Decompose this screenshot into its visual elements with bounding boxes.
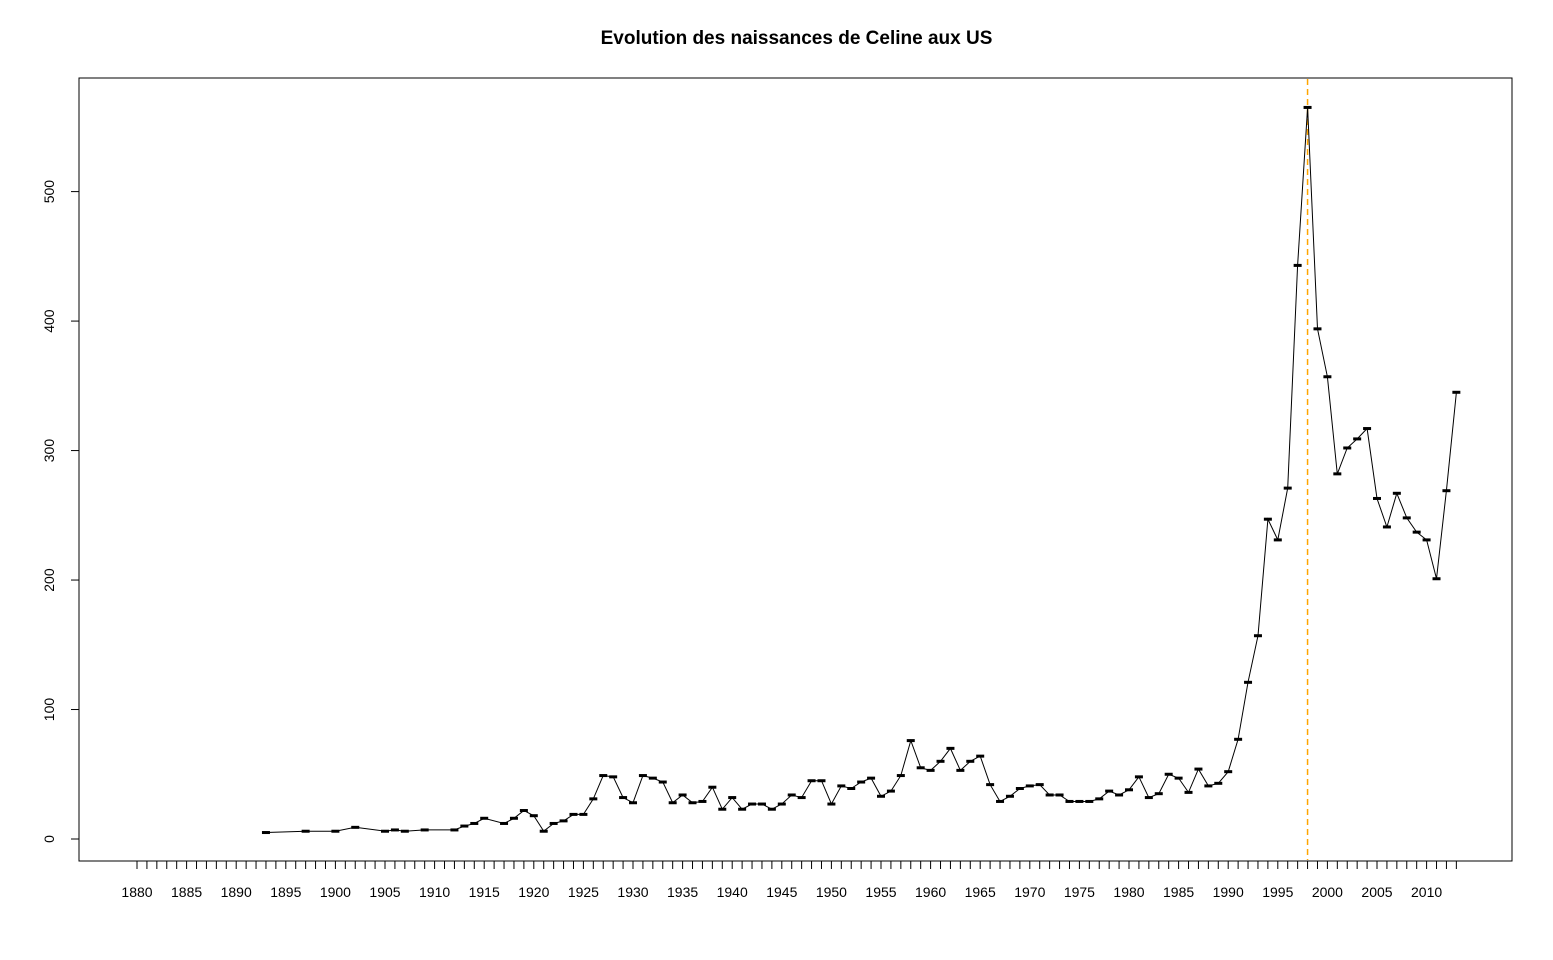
x-tick-label: 1930	[617, 884, 648, 900]
x-tick-label: 1945	[766, 884, 797, 900]
x-tick-label: 1935	[667, 884, 698, 900]
x-tick-label: 1955	[865, 884, 896, 900]
x-tick-label: 1970	[1014, 884, 1045, 900]
x-tick-label: 1915	[469, 884, 500, 900]
chart-title: Evolution des naissances de Celine aux U…	[600, 28, 993, 49]
x-tick-label: 1895	[270, 884, 301, 900]
y-tick-label: 500	[41, 180, 57, 204]
y-tick-label: 100	[41, 698, 57, 722]
x-tick-label: 1980	[1113, 884, 1144, 900]
x-tick-label: 1885	[171, 884, 202, 900]
x-tick-label: 1880	[121, 884, 152, 900]
x-tick-label: 2000	[1312, 884, 1343, 900]
x-tick-label: 1940	[717, 884, 748, 900]
x-tick-label: 1910	[419, 884, 450, 900]
x-tick-label: 1920	[518, 884, 549, 900]
y-tick-label: 200	[41, 568, 57, 592]
y-tick-label: 400	[41, 309, 57, 333]
x-tick-label: 1890	[221, 884, 252, 900]
x-tick-label: 1925	[568, 884, 599, 900]
x-tick-label: 1985	[1163, 884, 1194, 900]
x-tick-label: 2010	[1411, 884, 1442, 900]
x-tick-label: 1990	[1213, 884, 1244, 900]
x-axis: 1880 1885 1890 1895 1900 1905 1910 1915 1920 1925…	[121, 860, 1457, 900]
y-tick-label: 300	[41, 439, 57, 463]
x-tick-label: 1950	[816, 884, 847, 900]
x-tick-label: 1905	[369, 884, 400, 900]
x-tick-label: 1960	[915, 884, 946, 900]
x-tick-label: 1975	[1064, 884, 1095, 900]
y-tick-label: 0	[41, 835, 57, 843]
y-axis: 0 100 200 300 400 500	[41, 180, 80, 843]
series-line	[265, 107, 1457, 833]
x-tick-label: 1965	[965, 884, 996, 900]
plot-area-frame	[78, 77, 1513, 862]
x-tick-label: 2005	[1361, 884, 1392, 900]
x-tick-label: 1900	[320, 884, 351, 900]
x-tick-label: 1995	[1262, 884, 1293, 900]
